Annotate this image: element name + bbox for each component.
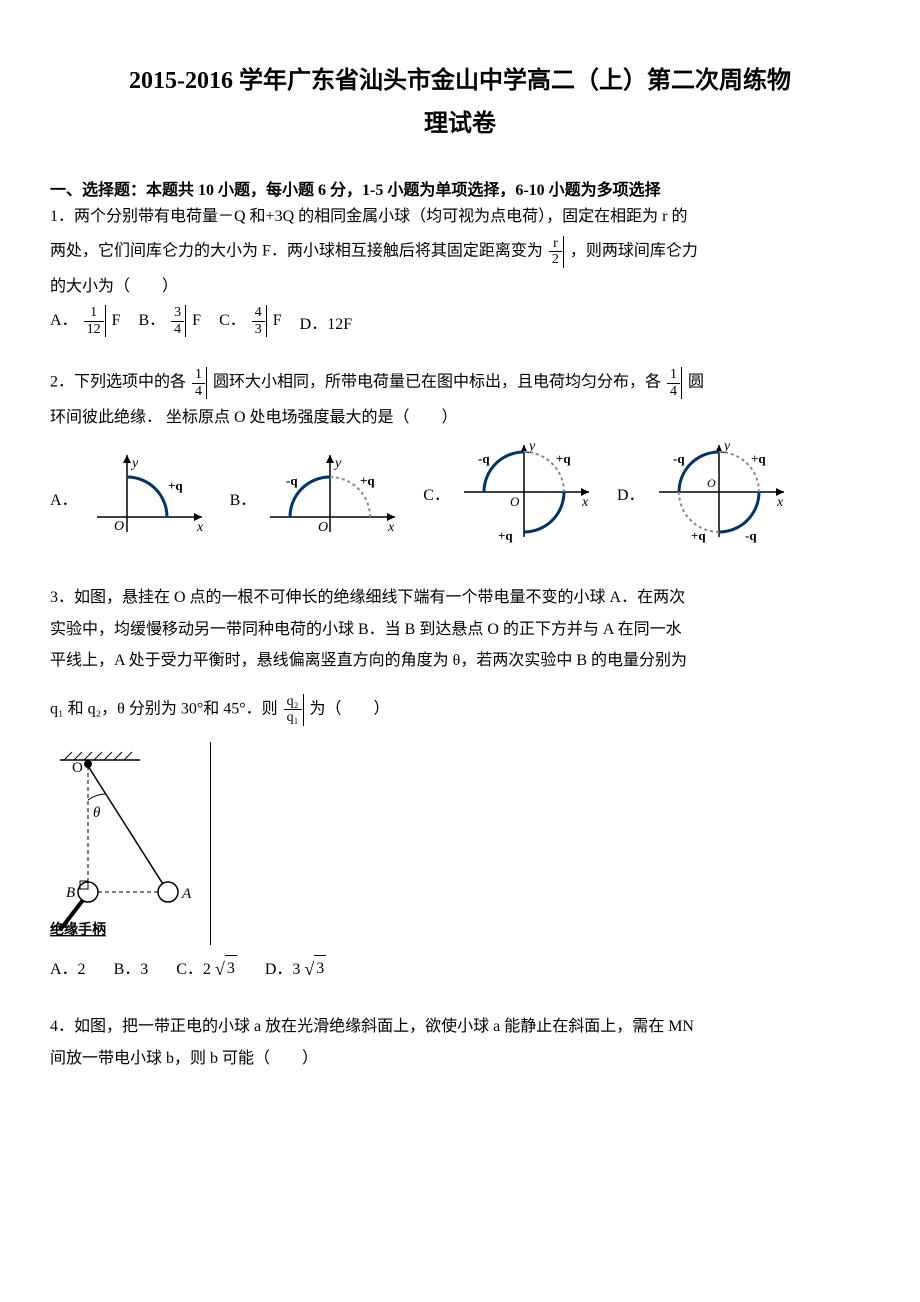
q1-choice-c: C． 4 3 F (219, 305, 282, 337)
exam-title: 2015-2016 学年广东省汕头市金山中学高二（上）第二次周练物 理试卷 (50, 60, 870, 146)
q2-choice-c: C． y x O -q +q +q (423, 437, 599, 556)
q2-diagram-c: y x O -q +q +q (454, 437, 599, 556)
q1-text-line3: 的大小为（ ） (50, 274, 870, 300)
q4-line2: 间放一带电小球 b，则 b 可能（ ） (50, 1046, 870, 1072)
q2-choice-b: B． y x O -q +q (230, 447, 406, 556)
svg-text:O: O (707, 476, 716, 490)
q3-choice-b: B．3 (114, 955, 149, 984)
question-2: 2．下列选项中的各 1 4 圆环大小相同，所带电荷量已在图中标出，且电荷均匀分布… (50, 367, 870, 555)
svg-text:B: B (66, 885, 75, 901)
q3-choice-c: C．2 √3 (176, 955, 237, 984)
svg-text:x: x (581, 495, 589, 510)
svg-text:+q: +q (498, 528, 513, 543)
q3-line3: 平线上，A 处于受力平衡时，悬线偏离竖直方向的角度为 θ，若两次实验中 B 的电… (50, 648, 870, 674)
svg-text:+q: +q (168, 478, 183, 493)
svg-text:y: y (527, 439, 536, 454)
q1-choice-b: B． 3 4 F (138, 305, 201, 337)
svg-text:-q: -q (478, 451, 490, 466)
svg-text:-q: -q (673, 451, 685, 466)
svg-text:O: O (318, 520, 328, 535)
svg-text:+q: +q (556, 451, 571, 466)
section-heading: 一、选择题：本题共 10 小题，每小题 6 分，1-5 小题为单项选择，6-10… (50, 176, 870, 200)
q2-frac-1-4-a: 1 4 (192, 367, 207, 399)
svg-text:A: A (181, 886, 192, 902)
q2-text-line1: 2．下列选项中的各 1 4 圆环大小相同，所带电荷量已在图中标出，且电荷均匀分布… (50, 367, 870, 399)
svg-text:O: O (114, 519, 124, 534)
q2-choices: A． y x O +q B． (50, 437, 870, 556)
q3-choices: A．2 B．3 C．2 √3 D．3 √3 (50, 955, 870, 984)
svg-text:x: x (196, 520, 204, 535)
sqrt-icon: √3 (215, 955, 237, 984)
question-3: 3．如图，悬挂在 O 点的一根不可伸长的绝缘细线下端有一个带电量不变的小球 A．… (50, 585, 870, 984)
svg-text:O: O (510, 494, 520, 509)
svg-text:-q: -q (286, 473, 298, 488)
q1-text-line2: 两处，它们间库仑力的大小为 F．两小球相互接触后将其固定距离变为 r 2 ，则两… (50, 236, 870, 268)
q3-choice-d: D．3 √3 (265, 955, 326, 984)
svg-text:绝缘手柄: 绝缘手柄 (50, 921, 106, 937)
q3-choice-a: A．2 (50, 955, 86, 984)
svg-text:-q: -q (745, 528, 757, 543)
title-line1: 2015-2016 学年广东省汕头市金山中学高二（上）第二次周练物 (50, 60, 870, 103)
svg-text:y: y (130, 456, 139, 471)
svg-text:+q: +q (751, 451, 766, 466)
q1-frac-r2: r 2 (549, 236, 564, 268)
svg-text:x: x (387, 520, 395, 535)
svg-text:+q: +q (360, 473, 375, 488)
svg-text:y: y (333, 456, 342, 471)
q1-text-2a: 两处，它们间库仑力的大小为 F．两小球相互接触后将其固定距离变为 (50, 243, 543, 260)
q2-choice-d: D． y x O -q +q +q -q (617, 437, 794, 556)
q3-pendulum-diagram: O θ B A 绝缘手柄 (50, 742, 211, 946)
q1-choice-d: D．12F (300, 312, 352, 338)
q2-diagram-a: y x O +q (82, 447, 212, 556)
q2-text-line2: 环间彼此绝缘． 坐标原点 O 处电场强度最大的是（ ） (50, 405, 870, 431)
q2-diagram-b: y x O -q +q (260, 447, 405, 556)
q1-text-line1: 1．两个分别带有电荷量－Q 和+3Q 的相同金属小球（均可视为点电荷），固定在相… (50, 204, 870, 230)
q3-line4: q₁ 和 q₂，θ 分别为 30°和 45°．则 q₂ q₁ 为（ ） (50, 694, 870, 726)
q2-choice-a: A． y x O +q (50, 447, 212, 556)
q1-choices: A． 1 12 F B． 3 4 F C． 4 3 F D．12F (50, 305, 870, 337)
q3-line1: 3．如图，悬挂在 O 点的一根不可伸长的绝缘细线下端有一个带电量不变的小球 A．… (50, 585, 870, 611)
q2-diagram-d: y x O -q +q +q -q (649, 437, 794, 556)
q4-line1: 4．如图，把一带正电的小球 a 放在光滑绝缘斜面上，欲使小球 a 能静止在斜面上… (50, 1014, 870, 1040)
question-4: 4．如图，把一带正电的小球 a 放在光滑绝缘斜面上，欲使小球 a 能静止在斜面上… (50, 1014, 870, 1071)
title-line2: 理试卷 (50, 103, 870, 146)
q1-text-2b: ，则两球间库仑力 (570, 243, 698, 260)
q3-line2: 实验中，均缓慢移动另一带同种电荷的小球 B．当 B 到达悬点 O 的正下方并与 … (50, 617, 870, 643)
question-1: 1．两个分别带有电荷量－Q 和+3Q 的相同金属小球（均可视为点电荷），固定在相… (50, 204, 870, 337)
q1-choice-a: A． 1 12 F (50, 305, 120, 337)
svg-text:x: x (776, 495, 784, 510)
q2-frac-1-4-b: 1 4 (667, 367, 682, 399)
svg-text:O: O (72, 760, 83, 776)
svg-text:+q: +q (691, 528, 706, 543)
svg-text:y: y (722, 439, 731, 454)
svg-text:θ: θ (93, 805, 101, 821)
q3-frac-q2q1: q₂ q₁ (284, 694, 304, 726)
sqrt-icon: √3 (304, 955, 326, 984)
